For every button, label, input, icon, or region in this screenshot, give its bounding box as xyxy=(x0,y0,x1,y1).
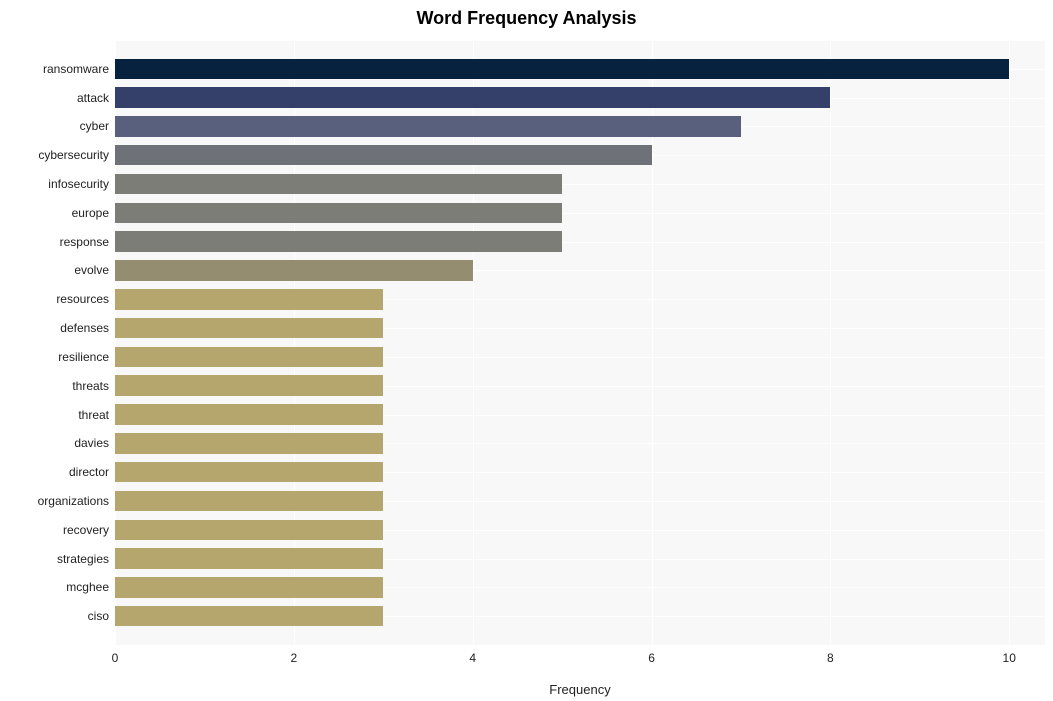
bar xyxy=(115,116,741,136)
h-grid-line xyxy=(115,645,1045,646)
chart-title: Word Frequency Analysis xyxy=(0,8,1053,29)
y-tick-label: resilience xyxy=(0,350,109,364)
y-tick-label: evolve xyxy=(0,263,109,277)
bar xyxy=(115,289,383,309)
y-tick-label: ciso xyxy=(0,609,109,623)
bar xyxy=(115,548,383,568)
y-tick-label: resources xyxy=(0,292,109,306)
y-tick-label: attack xyxy=(0,91,109,105)
bar xyxy=(115,577,383,597)
y-tick-label: director xyxy=(0,465,109,479)
y-tick-label: cybersecurity xyxy=(0,148,109,162)
bar xyxy=(115,606,383,626)
x-tick-label: 8 xyxy=(827,651,834,665)
grid-line xyxy=(830,40,831,645)
y-tick-label: defenses xyxy=(0,321,109,335)
y-tick-label: cyber xyxy=(0,119,109,133)
bar xyxy=(115,260,473,280)
y-tick-label: strategies xyxy=(0,552,109,566)
bar xyxy=(115,520,383,540)
y-tick-label: threats xyxy=(0,379,109,393)
bar xyxy=(115,145,652,165)
bar xyxy=(115,347,383,367)
x-tick-label: 2 xyxy=(291,651,298,665)
y-tick-label: mcghee xyxy=(0,580,109,594)
bar xyxy=(115,404,383,424)
plot-area xyxy=(115,40,1045,645)
bar xyxy=(115,491,383,511)
bar xyxy=(115,375,383,395)
x-axis-title: Frequency xyxy=(115,682,1045,697)
x-tick-label: 6 xyxy=(648,651,655,665)
x-tick-label: 10 xyxy=(1003,651,1016,665)
y-tick-label: infosecurity xyxy=(0,177,109,191)
y-tick-label: davies xyxy=(0,436,109,450)
y-tick-label: response xyxy=(0,235,109,249)
y-tick-label: threat xyxy=(0,408,109,422)
bar xyxy=(115,174,562,194)
x-tick-label: 4 xyxy=(469,651,476,665)
h-grid-line xyxy=(115,40,1045,41)
bar xyxy=(115,87,830,107)
bar xyxy=(115,203,562,223)
y-tick-label: organizations xyxy=(0,494,109,508)
bar xyxy=(115,462,383,482)
grid-line xyxy=(1009,40,1010,645)
y-tick-label: ransomware xyxy=(0,62,109,76)
y-tick-label: europe xyxy=(0,206,109,220)
bar xyxy=(115,231,562,251)
bar xyxy=(115,433,383,453)
bar xyxy=(115,318,383,338)
word-frequency-chart: Word Frequency Analysis Frequency 0 2 4 6 8 1… xyxy=(0,0,1053,701)
x-tick-label: 0 xyxy=(112,651,119,665)
bar xyxy=(115,59,1009,79)
y-tick-label: recovery xyxy=(0,523,109,537)
